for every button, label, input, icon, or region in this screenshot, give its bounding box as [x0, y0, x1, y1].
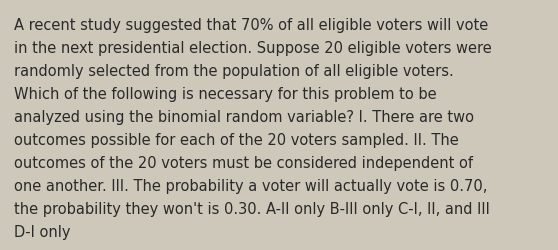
- Text: A recent study suggested that 70% of all eligible voters will vote: A recent study suggested that 70% of all…: [14, 18, 488, 32]
- Text: one another. III. The probability a voter will actually vote is 0.70,: one another. III. The probability a vote…: [14, 178, 487, 194]
- Text: D-I only: D-I only: [14, 224, 70, 240]
- Text: outcomes possible for each of the 20 voters sampled. II. The: outcomes possible for each of the 20 vot…: [14, 132, 459, 148]
- Text: randomly selected from the population of all eligible voters.: randomly selected from the population of…: [14, 64, 454, 78]
- Text: outcomes of the 20 voters must be considered independent of: outcomes of the 20 voters must be consid…: [14, 156, 473, 170]
- Text: in the next presidential election. Suppose 20 eligible voters were: in the next presidential election. Suppo…: [14, 40, 492, 56]
- Text: the probability they won't is 0.30. A-II only B-III only C-I, II, and III: the probability they won't is 0.30. A-II…: [14, 202, 490, 216]
- Text: Which of the following is necessary for this problem to be: Which of the following is necessary for …: [14, 86, 436, 102]
- Text: analyzed using the binomial random variable? I. There are two: analyzed using the binomial random varia…: [14, 110, 474, 124]
